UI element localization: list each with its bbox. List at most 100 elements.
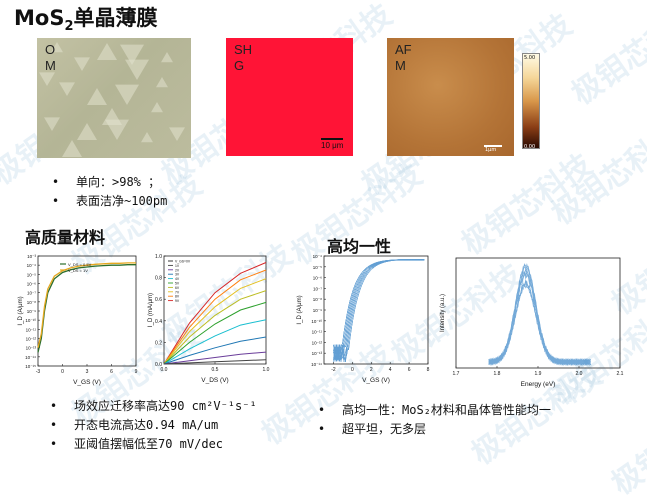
pl-spectrum [488,271,591,366]
watermark-text: 极钼芯科技 [565,0,647,113]
om-crystal-triangle [59,82,75,96]
om-crystal-triangle [120,44,144,65]
x-tick-label: 1.8 [494,371,501,377]
x-tick-label: 2.0 [576,371,583,377]
afm-colorbar-bottom: 0.00 [524,144,536,150]
legend-label: 4V [175,277,180,281]
device-curves [333,259,425,362]
y-tick-label: 10⁻⁹ [313,308,322,313]
y-axis-label: Intensity (a.u.) [440,294,446,332]
om-crystal-triangle [141,132,153,143]
pl-spectrum [488,283,591,366]
section-title-uniformity: 高均一性 [327,237,392,256]
device-curve [333,259,425,362]
x-tick-label: 1.0 [263,367,270,373]
chart-transfer-log: 10⁻³ 10⁻⁴ 10⁻⁵ 10⁻⁶ 10⁻⁷ 10⁻⁸ 10⁻⁹ 10⁻¹⁰ 10⁻¹¹ 10… [18,254,138,386]
x-tick-label: -3 [36,369,41,375]
y-tick-label: 10⁻¹⁴ [311,362,322,367]
om-crystal-triangle [115,84,139,105]
device-curve [333,259,425,362]
x-axis-label: V_GS (V) [73,379,101,386]
watermark-text: 极钼芯科技 [605,387,647,503]
bottom-right-bullets: 高均一性：MoS₂材料和晶体管性能均一 超平坦，无多层 [318,401,551,439]
series-line [163,269,267,365]
x-tick-label: 6 [110,369,113,375]
legend-label: 9V [175,299,180,303]
y-tick-label: 0.2 [155,340,162,346]
watermark-text: 极钼芯科技 [455,147,599,263]
bullet-unidirectional: 单向：>98% ； [52,173,167,192]
series-line [163,336,267,365]
y-axis-label: I_D (A/μm) [297,295,303,324]
y-tick-label: 10⁻⁵ [27,272,36,277]
legend-label: V_DS = 1V [68,268,88,273]
x-tick-label: 2.1 [617,371,624,377]
x-tick-label: 0.0 [161,367,168,373]
bullet-surface: 表面洁净~100pm [52,192,167,211]
y-tick-label: 10⁻⁸ [27,300,36,305]
series-line [37,264,136,353]
pl-spectrum [488,280,591,366]
series-line [163,359,267,365]
y-tick-label: 10⁻⁷ [27,291,36,296]
y-tick-label: 10⁻¹⁴ [25,355,36,360]
legend-label: 1V [175,264,180,268]
x-axis-label: Energy (eV) [521,381,556,388]
chart-transfer-uniformity: 10⁻⁴ 10⁻⁵ 10⁻⁶ 10⁻⁷ 10⁻⁸ 10⁻⁹ 10⁻¹⁰ 10⁻¹¹ 10⁻¹² 1… [297,254,430,384]
x-tick-label: 0.5 [212,367,219,373]
legend-label: 7V [175,290,180,294]
y-tick-label: 10⁻⁷ [313,286,322,291]
x-tick-label: 1.7 [453,371,460,377]
series-line [163,351,267,365]
series-line [37,262,136,348]
series-line [163,319,267,365]
afm-scalebar [484,145,502,147]
shg-scalebar [321,138,343,140]
chart-output-linear: 0.0 0.2 0.4 0.6 0.8 1.0 0.0 0.5 1.0 V_GS=0V1V2V3V… [148,254,270,384]
x-tick-label: 1.9 [535,371,542,377]
series-line [163,301,267,365]
om-crystal-triangle [161,52,173,63]
afm-colorbar-top: 5.00 [524,55,536,61]
om-crystal-triangle [102,108,122,125]
y-tick-label: 10⁻¹¹ [312,330,323,335]
om-crystal-triangle [62,140,82,157]
legend-label: 5V [175,282,180,286]
om-crystal-triangle [169,127,185,141]
om-crystal-triangle [97,43,117,60]
y-tick-label: 10⁻⁴ [27,263,36,268]
y-tick-label: 10⁻¹³ [26,346,37,351]
y-tick-label: 0.4 [155,319,162,325]
bullet-mobility: 场效应迁移率高达90 cm²V⁻¹s⁻¹ [50,397,257,416]
y-tick-label: 10⁻⁹ [27,309,36,314]
x-tick-label: 4 [389,367,392,373]
y-tick-label: 0.6 [155,297,162,303]
bullet-uniformity: 高均一性：MoS₂材料和晶体管性能均一 [318,401,551,420]
legend-label: V_GS=0V [175,260,191,264]
om-crystal-triangle [156,77,168,88]
section-title-quality: 高质量材料 [25,228,106,247]
y-tick-label: 0.8 [155,276,162,282]
y-tick-label: 0.0 [155,362,162,368]
om-triangles [39,42,185,157]
x-axis-label: V_DS (V) [201,377,228,384]
om-crystal-triangle [87,88,107,105]
shg-image: SH G 10 μm [226,38,353,156]
plot-frame [455,257,621,369]
om-crystal-triangle [151,102,163,113]
legend-label: 8V [175,295,180,299]
y-tick-label: 10⁻⁵ [313,265,322,270]
shg-label: SH G [234,42,253,73]
bullet-flatness: 超平坦，无多层 [318,420,551,439]
y-tick-label: 10⁻¹² [26,337,37,342]
om-crystal-triangle [51,42,63,53]
watermark-text: 极钼芯科技 [545,117,647,233]
y-tick-label: 10⁻⁸ [313,297,322,302]
legend-label: V_DS = 0.5V [68,262,92,267]
y-tick-label: 10⁻¹¹ [26,327,37,332]
y-tick-label: 1.0 [155,254,162,260]
afm-scale-label: 1μm [485,147,497,153]
chart-pl-spectrum: 1.7 1.8 1.9 2.0 2.1 Intensity (a.u.) Energy (e… [440,257,624,388]
